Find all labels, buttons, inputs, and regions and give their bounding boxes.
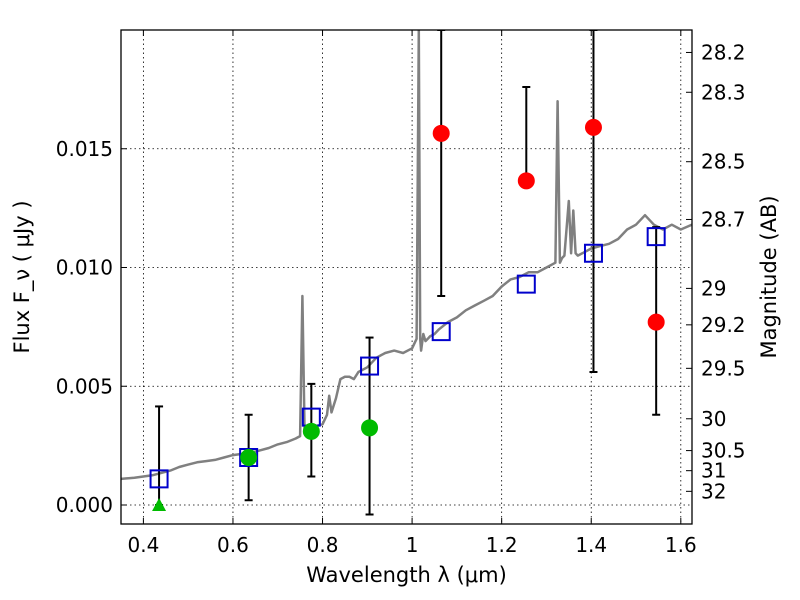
upper-limit-triangle (152, 498, 167, 511)
model-photometry-square (360, 356, 380, 376)
grid-lines (121, 30, 692, 524)
y-tick-label: 0.005 (56, 374, 113, 398)
right-axis-label: Magnitude (AB) (757, 195, 781, 358)
x-tick-label: 1.6 (665, 533, 697, 557)
axes: 0.4 0.6 0.8 1 1.2 1.4 1.6 0.000 0.005 0.010 0.015 2… (56, 30, 746, 557)
right-axis-tick-label: 28.3 (701, 80, 746, 104)
model-photometry-square (646, 227, 666, 247)
right-axis-tick-label: 28.7 (701, 207, 746, 231)
low-significance-point (432, 124, 450, 142)
right-axis-tick-label: 31 (701, 459, 726, 483)
x-tick-label: 0.4 (127, 533, 159, 557)
x-axis-label: Wavelength λ (μm) (306, 563, 507, 587)
model-photometry-square (516, 274, 536, 294)
x-tick-label: 0.8 (307, 533, 339, 557)
error-bars (155, 30, 661, 516)
low-significance-point (647, 313, 665, 331)
right-axis-tick-label: 29.2 (701, 313, 746, 337)
right-axis-tick-label: 32 (701, 479, 726, 503)
right-axis-tick-label: 29.5 (701, 356, 746, 380)
data-markers (149, 118, 666, 511)
x-tick-label: 1 (406, 533, 419, 557)
right-axis-tick-label: 28.5 (701, 150, 746, 174)
right-axis-tick-label: 30 (701, 407, 726, 431)
right-axis-tick-label: 28.2 (701, 40, 746, 64)
x-tick-label: 1.2 (486, 533, 518, 557)
y-tick-label: 0.000 (56, 493, 113, 517)
low-significance-point (517, 172, 535, 190)
spectrum-line (121, 30, 692, 481)
right-axis-tick-label: 29 (701, 276, 726, 300)
low-significance-point (584, 118, 602, 136)
y-axis-label: Flux F_ν ( μJy ) (10, 200, 35, 353)
y-tick-label: 0.010 (56, 256, 113, 280)
model-spectrum (121, 30, 692, 481)
model-photometry-square (431, 322, 451, 342)
model-photometry-square (149, 469, 169, 489)
detection-point (240, 449, 258, 466)
model-photometry-square (583, 243, 603, 263)
x-tick-label: 1.4 (575, 533, 607, 557)
detection-point (302, 422, 320, 440)
x-tick-label: 0.6 (217, 533, 249, 557)
detection-point (361, 419, 379, 437)
right-axis-tick-label: 30.5 (701, 439, 746, 463)
y-tick-label: 0.015 (56, 137, 113, 161)
plot-frame (120, 29, 693, 525)
